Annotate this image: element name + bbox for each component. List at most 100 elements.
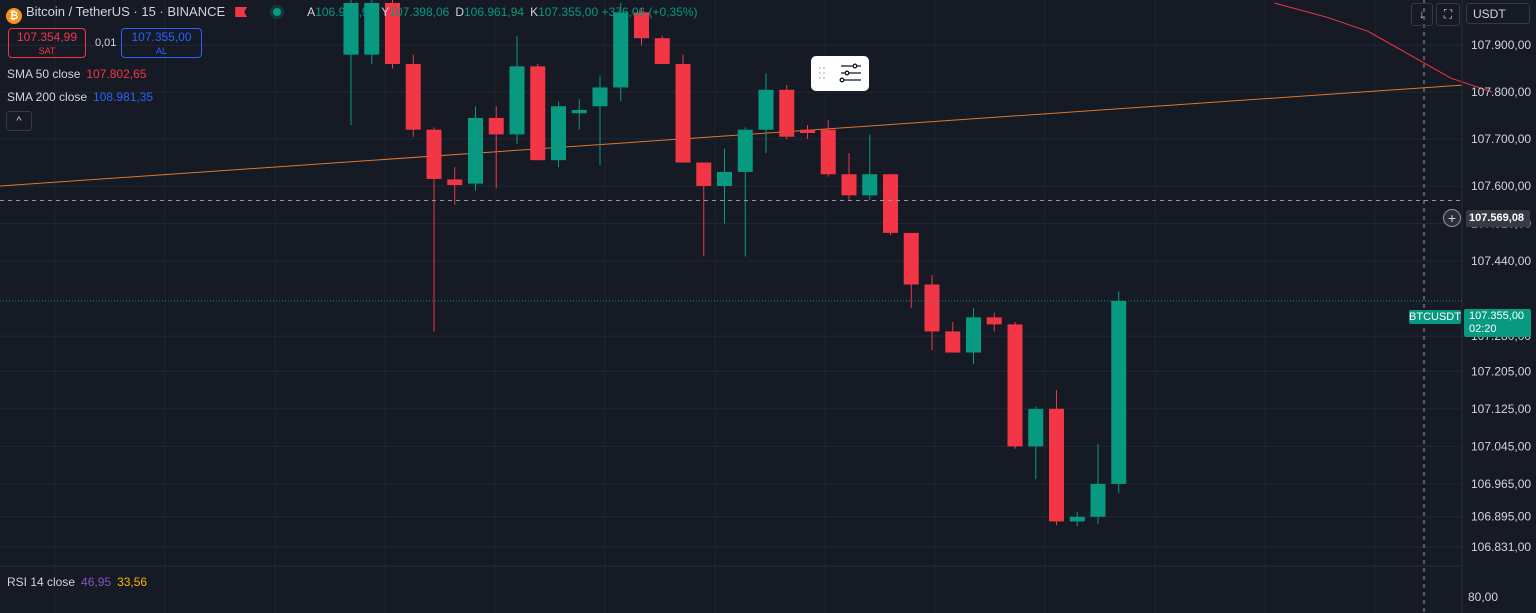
candle[interactable] — [468, 106, 483, 191]
y-tick-label: 107.205,00 — [1471, 364, 1531, 378]
candle[interactable] — [696, 162, 712, 257]
download-button[interactable]: ↓ — [1411, 3, 1433, 26]
sell-button[interactable]: 107.354,99 SAT — [8, 28, 86, 58]
sma50-label: SMA 50 close — [7, 67, 81, 81]
candle[interactable] — [1090, 444, 1106, 524]
flag-icon[interactable] — [235, 7, 248, 17]
candle[interactable] — [1069, 512, 1085, 527]
candle[interactable] — [447, 167, 463, 205]
orange-ma-line — [0, 84, 1463, 187]
floating-toolbar[interactable] — [811, 56, 869, 91]
candle-body — [468, 117, 483, 184]
symbol-legend: ₿ Bitcoin / TetherUS · 15 · BINANCE A106.9… — [6, 4, 698, 24]
last-price-tag: 107.355,00 02:20 — [1464, 309, 1531, 337]
spread-value: 0,01 — [95, 37, 117, 49]
candle[interactable] — [551, 101, 566, 168]
sma50-line-layer — [1274, 2, 1493, 93]
candle-body — [758, 89, 774, 130]
crosshair-price-tag: 107.569,08 — [1466, 210, 1530, 227]
candle[interactable] — [883, 174, 898, 236]
candle-body — [1028, 408, 1044, 447]
candle-body — [634, 12, 649, 39]
candle[interactable] — [488, 106, 504, 189]
candle-body — [966, 317, 981, 353]
add-alert-icon[interactable]: + — [1443, 209, 1461, 227]
fullscreen-button[interactable]: ⛶ — [1436, 3, 1460, 26]
rsi-label: RSI 14 close — [7, 575, 76, 589]
candle-body — [737, 129, 753, 172]
candle[interactable] — [841, 153, 857, 201]
candle-body — [613, 12, 629, 88]
y-tick-label: 107.800,00 — [1471, 85, 1531, 99]
y-tick-label: 106.831,00 — [1471, 540, 1531, 554]
sma200-legend[interactable]: SMA 200 close 108.981,35 — [7, 90, 153, 104]
buy-button[interactable]: 107.355,00 AL — [121, 28, 202, 58]
candle[interactable] — [779, 85, 795, 140]
candle[interactable] — [986, 312, 1002, 332]
candle-body — [1049, 408, 1064, 522]
currency-select[interactable]: USDT — [1466, 3, 1530, 24]
sma50-value: 107.802,65 — [86, 67, 147, 81]
candle[interactable] — [530, 63, 546, 161]
candle[interactable] — [405, 54, 421, 137]
candle[interactable] — [758, 73, 774, 154]
candle[interactable] — [613, 3, 629, 102]
rsi-value-1: 46,95 — [81, 575, 112, 589]
candle-body — [820, 129, 836, 175]
candles-layer — [343, 0, 1127, 527]
candle[interactable] — [945, 322, 961, 353]
y-tick-label: 107.045,00 — [1471, 439, 1531, 453]
candle-body — [654, 38, 670, 64]
last-price-value: 107.355,00 — [1469, 310, 1525, 322]
candle[interactable] — [966, 307, 981, 365]
symbol-tag: BTCUSDT — [1409, 310, 1461, 324]
candle-body — [1007, 324, 1023, 447]
candle[interactable] — [364, 0, 380, 64]
candle[interactable] — [862, 134, 878, 201]
ohlc-values: A106.977,94 Y107.398,06 D106.961,94 K107.35… — [307, 5, 698, 19]
candle[interactable] — [924, 275, 940, 351]
candle[interactable] — [1049, 390, 1064, 526]
market-status-icon — [273, 8, 282, 16]
sma200-label: SMA 200 close — [7, 90, 88, 104]
candle[interactable] — [343, 0, 359, 125]
rsi-legend[interactable]: RSI 14 close 46,95 33,56 — [7, 575, 147, 589]
candle[interactable] — [675, 54, 691, 163]
y-tick-label: 107.900,00 — [1471, 38, 1531, 52]
candle-body — [675, 63, 691, 163]
candle-body — [405, 63, 421, 130]
candle[interactable] — [426, 127, 442, 332]
candle[interactable] — [571, 99, 587, 130]
sma50-legend[interactable]: SMA 50 close 107.802,65 — [7, 67, 146, 81]
candle[interactable] — [903, 232, 919, 308]
collapse-legend-button[interactable]: ^ — [6, 111, 32, 131]
candle[interactable] — [800, 124, 815, 140]
y-tick-label: 106.895,00 — [1471, 510, 1531, 524]
candle-body — [571, 109, 587, 114]
candle-body — [1069, 516, 1085, 522]
candle[interactable] — [820, 120, 836, 177]
candle-body — [883, 174, 898, 233]
candle-body — [696, 162, 712, 186]
candle-body — [343, 3, 359, 55]
symbol-title[interactable]: Bitcoin / TetherUS · 15 · BINANCE — [26, 4, 226, 19]
candle[interactable] — [509, 35, 525, 144]
candle[interactable] — [737, 127, 753, 257]
sell-price: 107.354,99 — [16, 30, 78, 44]
candle[interactable] — [385, 0, 400, 69]
candle-body — [1111, 300, 1127, 484]
y-tick-label: 107.440,00 — [1471, 254, 1531, 268]
candle[interactable] — [654, 35, 670, 64]
candle[interactable] — [1007, 322, 1023, 449]
candle[interactable] — [1028, 406, 1044, 480]
candle[interactable] — [717, 148, 732, 224]
candle[interactable] — [634, 7, 649, 46]
candle-body — [800, 129, 815, 133]
candle[interactable] — [1111, 291, 1127, 494]
y-tick-label: 107.700,00 — [1471, 132, 1531, 146]
candle-body — [385, 3, 400, 64]
candle-body — [426, 129, 442, 179]
menu-lines-icon[interactable] — [811, 56, 869, 91]
candle[interactable] — [592, 75, 608, 165]
